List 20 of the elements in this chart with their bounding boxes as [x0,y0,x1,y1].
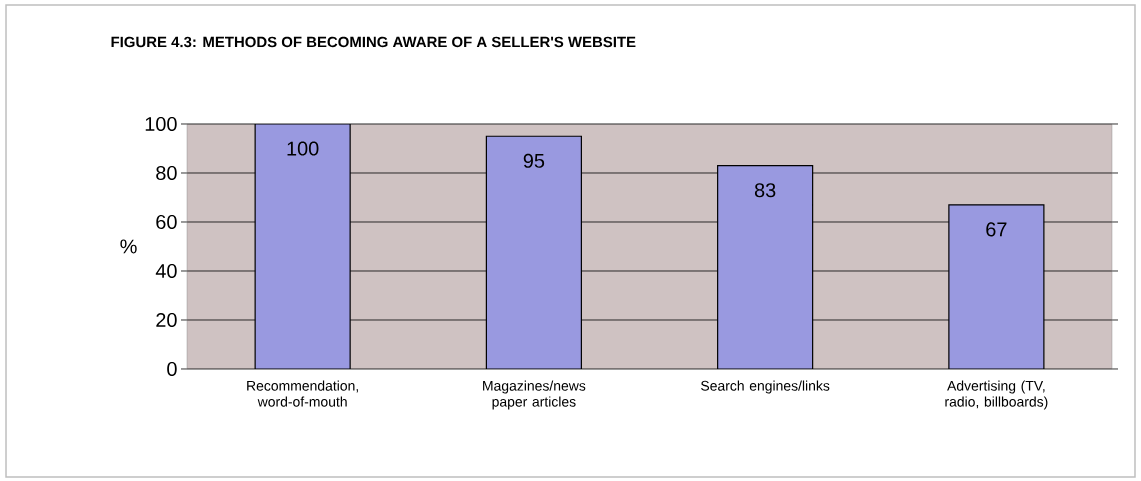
bar [485,135,582,369]
x-tick-label: Magazines/news paper articles [483,380,586,410]
y-tick-label: 20 [156,312,177,328]
y-tick-label: 0 [167,361,177,377]
data-label: 67 [986,222,1007,237]
data-label: 100 [287,141,319,156]
x-tick-label: Search engines/links [701,380,830,394]
bar [254,123,351,369]
y-tick-label: 100 [145,116,177,132]
chart-title: FIGURE 4.3: METHODS OF BECOMING AWARE OF A SELLER'S WEBSITE [111,36,636,48]
data-label: 95 [523,153,545,168]
y-tick-label: 60 [156,214,177,230]
bar [948,204,1045,369]
y-axis-title: % [120,239,137,254]
bar [717,165,814,369]
x-tick-label: Advertising (TV, radio, billboards) [945,380,1048,410]
x-tick-label: Recommendation, word-of-mouth [247,380,358,407]
y-tick-label: 80 [156,165,177,181]
y-tick-label: 40 [155,263,177,279]
data-label: 83 [754,183,776,198]
